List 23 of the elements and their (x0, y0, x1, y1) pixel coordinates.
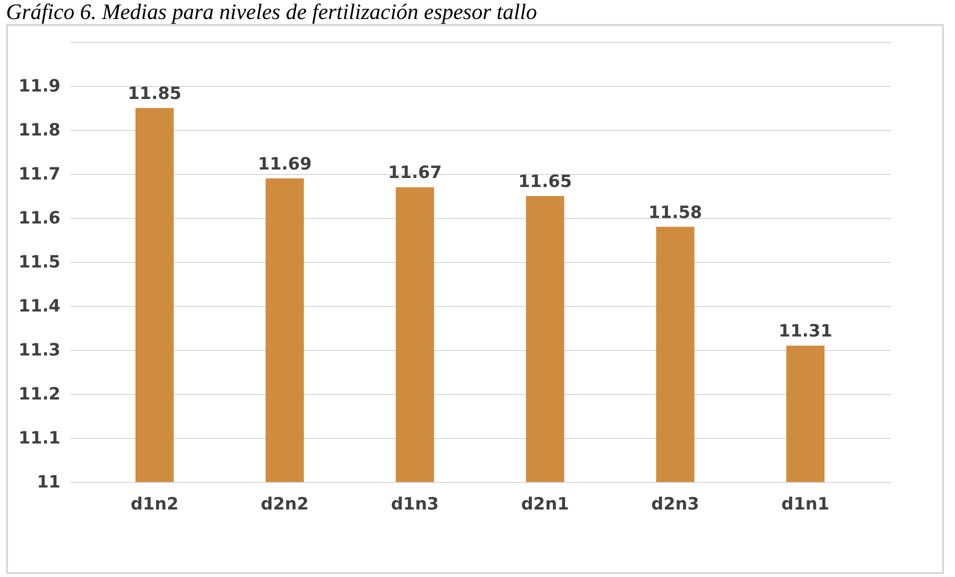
y-tick-label: 11 (36, 472, 60, 492)
x-tick-label: d2n3 (651, 494, 700, 514)
data-label: 11.31 (778, 322, 832, 342)
x-tick-label: d1n2 (130, 494, 179, 514)
y-tick-label: 11.8 (18, 120, 60, 140)
y-tick-label: 11.7 (18, 164, 60, 184)
x-tick-label: d1n3 (390, 494, 439, 514)
y-tick-label: 11.5 (18, 252, 60, 272)
chart-title: Gráfico 6. Medias para niveles de fertilización espesor tallo (6, 0, 538, 24)
x-tick-label: d2n1 (521, 494, 570, 514)
data-label: 11.69 (258, 154, 312, 174)
y-tick-label: 11.3 (18, 340, 60, 360)
data-label: 11.67 (388, 163, 442, 184)
data-label: 11.85 (128, 84, 182, 104)
y-tick-label: 11.9 (18, 76, 60, 96)
y-tick-label: 11.6 (18, 208, 60, 228)
y-tick-label: 11.4 (18, 296, 61, 316)
x-tick-label: d1n1 (781, 494, 830, 514)
y-tick-label: 11.1 (18, 428, 60, 448)
y-tick-label: 11.2 (18, 384, 60, 404)
x-tick-label: d2n2 (260, 494, 309, 514)
data-label: 11.58 (648, 202, 702, 223)
data-label: 11.65 (518, 172, 572, 192)
